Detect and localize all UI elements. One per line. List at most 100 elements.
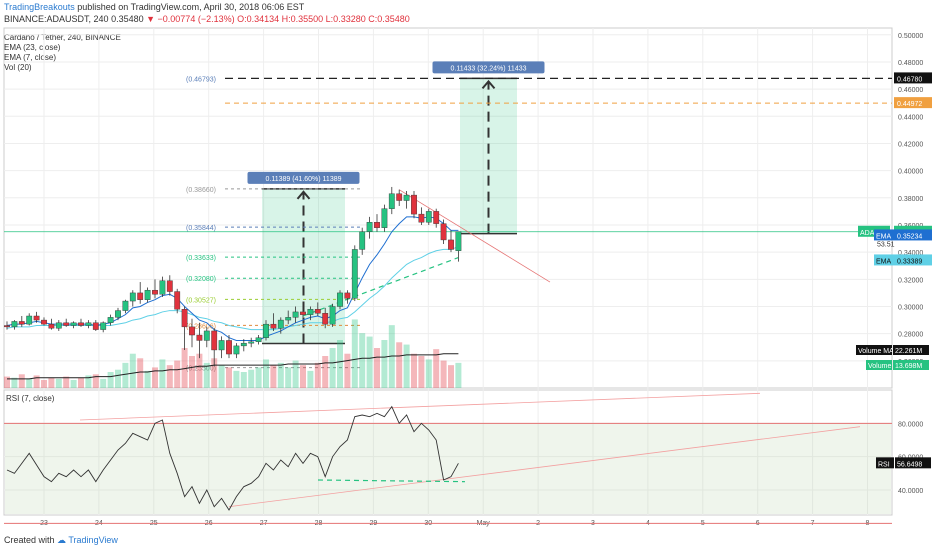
volume-bar — [100, 378, 107, 388]
candle-body — [137, 292, 144, 300]
candle-body — [18, 321, 25, 325]
candle-body — [366, 222, 373, 232]
fib-level-label: (0.35844) — [186, 225, 216, 232]
candle-body — [300, 311, 306, 315]
measure1-label: 0.11389 (41.60%) 11389 — [265, 176, 341, 183]
fib-level-label: (0.32080) — [186, 276, 216, 283]
volume-bar — [396, 342, 403, 388]
fib-level-label: (0.33633) — [186, 255, 216, 262]
volume-bar — [425, 359, 432, 388]
candle-body — [70, 322, 77, 326]
ema-slow-badge: 0.33389 — [897, 258, 922, 265]
symbol-line: BINANCE:ADAUSDT, 240 — [4, 14, 109, 24]
volume-bar — [329, 348, 336, 388]
volume-bar — [85, 375, 92, 388]
candle-body — [174, 291, 181, 310]
resistance-trendline — [398, 189, 551, 283]
ohlc-values: O:0.34134 H:0.35500 L:0.33280 C:0.35480 — [237, 14, 410, 24]
candle-body — [455, 231, 462, 251]
rsi-band — [5, 423, 891, 514]
volume-bar — [322, 356, 329, 388]
volume-bar — [211, 358, 218, 388]
ema-slow-badge-bg — [894, 254, 932, 266]
footer-created: Created with — [4, 535, 55, 545]
volume-bar — [226, 367, 232, 388]
target2-badge-bg — [894, 97, 932, 109]
candle-body — [159, 280, 166, 295]
volume-bar — [403, 344, 410, 388]
rsi-badge-bg — [876, 457, 894, 469]
ema-slow-tag: EMA — [876, 258, 892, 265]
price-tick-label: 0.28000 — [898, 332, 923, 339]
candle-body — [107, 317, 114, 323]
candle-body — [277, 319, 284, 329]
volume-bar — [270, 365, 277, 388]
target2-badge: 0.44972 — [897, 101, 922, 108]
fib-level-label: (0.30527) — [186, 297, 216, 304]
price-tick-label: 0.40000 — [898, 169, 923, 176]
measure2-label-box — [432, 61, 545, 74]
published-text: published on TradingView.com, April 30, … — [77, 2, 305, 12]
volume-bar — [70, 380, 77, 388]
price-pane-frame — [3, 27, 893, 389]
volume-bar — [78, 377, 84, 388]
volume-bar — [189, 356, 195, 388]
volume-bar — [374, 348, 380, 388]
ema-fast-badge: 0.35234 — [897, 233, 922, 240]
legend-title[interactable]: Cardano / Tether, 240, BINANCE — [4, 33, 121, 42]
candle-body — [448, 239, 454, 250]
volume-bar — [218, 365, 225, 388]
candle-body — [292, 311, 299, 318]
volume-bar — [292, 360, 299, 388]
volume-bar — [440, 360, 447, 388]
fib-level-label: (0.25500) — [186, 366, 216, 373]
target-label: (0.46793) — [186, 76, 216, 83]
candle-body — [240, 342, 247, 347]
chart-legend: Cardano / Tether, 240, BINANCE EMA (23, … — [4, 33, 121, 73]
volume-bar — [115, 369, 121, 388]
measure1-label-box — [247, 171, 360, 184]
legend-ema23[interactable]: EMA (23, close) — [4, 43, 61, 52]
candle-body — [4, 325, 10, 328]
candle-body — [329, 306, 336, 325]
symbol-header: BINANCE:ADAUSDT, 240 0.35480 ▼ −0.00774 … — [4, 14, 410, 24]
candle-body — [55, 322, 62, 329]
volume-bar — [263, 359, 269, 388]
volume-bar — [448, 365, 454, 388]
candle-body — [233, 345, 240, 355]
legend-vol[interactable]: Vol (20) — [4, 63, 32, 72]
volume-bar — [122, 362, 129, 388]
footer-brand[interactable]: TradingView — [68, 535, 118, 545]
candle-body — [359, 231, 366, 250]
candle-body — [203, 330, 210, 341]
candle-body — [440, 223, 447, 241]
tradingview-logo-icon: ☁ — [57, 535, 67, 545]
volume-bar — [277, 362, 284, 388]
volume-bar — [314, 362, 321, 388]
candle-body — [418, 213, 425, 223]
candle-body — [196, 334, 203, 341]
author-link[interactable]: TradingBreakouts — [4, 2, 75, 12]
rsi-legend[interactable]: RSI (7, close) — [6, 394, 55, 403]
candle-body — [144, 289, 151, 300]
candle-body — [189, 326, 195, 336]
candle-body — [33, 315, 40, 321]
candle-body — [396, 193, 403, 201]
volume-bar — [344, 353, 351, 388]
volume-bar — [18, 374, 25, 388]
volume-bar — [433, 349, 440, 388]
volume-bar — [129, 353, 136, 388]
volume-bar — [255, 367, 262, 388]
candle-body — [388, 193, 395, 209]
candle-body — [181, 309, 188, 328]
support-trendline — [302, 257, 459, 317]
candle-body — [374, 222, 380, 228]
volume-bar — [418, 356, 425, 388]
price-tick-label: 0.38000 — [898, 196, 923, 203]
footer: Created with ☁ TradingView — [4, 535, 118, 546]
legend-ema7[interactable]: EMA (7, close) — [4, 53, 57, 62]
price-tick-label: 0.34000 — [898, 250, 923, 257]
rsi-value: 56.6498 — [897, 461, 922, 468]
vol-ma-tag: Volume MA — [858, 348, 894, 355]
